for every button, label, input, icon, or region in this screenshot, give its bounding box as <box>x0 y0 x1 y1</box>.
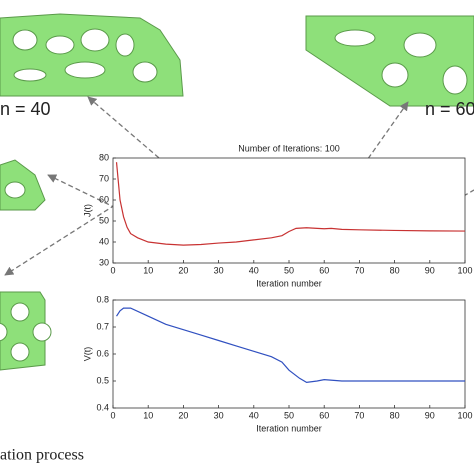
x-tick-label: 40 <box>249 265 259 275</box>
plot-frame <box>112 157 466 264</box>
x-tick-label: 100 <box>457 410 472 420</box>
x-tick-label: 30 <box>214 265 224 275</box>
x-axis-label: Iteration number <box>256 278 322 288</box>
data-line <box>115 162 466 246</box>
x-tick-label: 80 <box>390 410 400 420</box>
x-tick-label: 70 <box>354 265 364 275</box>
structure-n60 <box>305 15 474 107</box>
structure-partial <box>0 159 46 211</box>
y-tick-label: 80 <box>99 152 109 162</box>
x-axis-label: Iteration number <box>256 423 322 433</box>
y-tick-label: 0.7 <box>96 321 109 331</box>
x-tick-label: 50 <box>284 410 294 420</box>
x-tick-label: 40 <box>249 410 259 420</box>
x-tick-label: 0 <box>110 265 115 275</box>
x-tick-label: 70 <box>354 410 364 420</box>
x-tick-label: 30 <box>214 410 224 420</box>
structure-n40 <box>0 13 184 97</box>
y-axis-label: J(t) <box>82 204 92 217</box>
plot-frame <box>112 299 466 409</box>
x-tick-label: 10 <box>143 410 153 420</box>
y-tick-label: 0.4 <box>96 402 109 412</box>
label-n60: n = 60 <box>425 99 474 119</box>
x-tick-label: 0 <box>110 410 115 420</box>
y-tick-label: 0.5 <box>96 375 109 385</box>
x-tick-label: 80 <box>390 265 400 275</box>
x-tick-label: 50 <box>284 265 294 275</box>
y-tick-label: 0.8 <box>96 294 109 304</box>
caption: ation process <box>0 447 84 464</box>
x-tick-label: 90 <box>425 410 435 420</box>
y-tick-label: 50 <box>99 215 109 225</box>
label-n40: n = 40 <box>0 99 51 119</box>
y-axis-label: V(t) <box>82 347 92 362</box>
data-line <box>116 307 465 383</box>
x-tick-label: 90 <box>425 265 435 275</box>
y-tick-label: 0.6 <box>96 348 109 358</box>
structure-holes <box>0 291 52 371</box>
y-tick-label: 40 <box>99 236 109 246</box>
y-tick-label: 70 <box>99 173 109 183</box>
x-tick-label: 60 <box>319 410 329 420</box>
x-tick-label: 10 <box>143 265 153 275</box>
x-tick-label: 20 <box>178 410 188 420</box>
x-tick-label: 100 <box>457 265 472 275</box>
x-tick-label: 20 <box>178 265 188 275</box>
y-tick-label: 60 <box>99 194 109 204</box>
chart-title: Number of Iterations: 100 <box>238 143 340 153</box>
x-tick-label: 60 <box>319 265 329 275</box>
y-tick-label: 30 <box>99 257 109 267</box>
